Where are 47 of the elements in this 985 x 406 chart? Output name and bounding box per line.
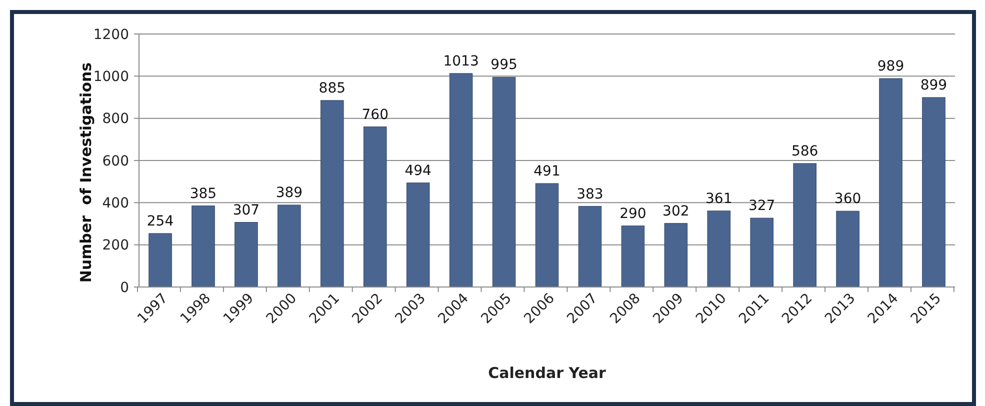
x-axis-title: Calendar Year [488, 364, 606, 382]
data-label: 494 [404, 162, 432, 179]
bar [406, 182, 430, 288]
data-label: 254 [146, 213, 174, 230]
bar [363, 126, 387, 288]
data-label: 760 [362, 106, 388, 123]
data-label: 360 [834, 191, 862, 208]
y-tick-label: 200 [102, 238, 129, 254]
y-tick-label: 800 [102, 111, 129, 128]
bar [621, 226, 645, 288]
data-label: 383 [576, 186, 604, 202]
y-tick-label: 1200 [93, 26, 129, 43]
data-label: 899 [920, 77, 948, 94]
bar [922, 97, 946, 288]
bar [750, 218, 774, 288]
y-tick-label: 600 [102, 153, 129, 170]
data-label: 989 [877, 58, 904, 74]
data-label: 307 [232, 202, 260, 218]
y-tick-label: 400 [102, 196, 129, 212]
bar [148, 233, 172, 288]
data-label: 385 [190, 186, 217, 202]
bar [793, 163, 816, 288]
y-tick-label: 1000 [93, 69, 129, 86]
bar [492, 76, 516, 288]
bar [578, 206, 602, 288]
data-label: 885 [318, 80, 346, 96]
bar [278, 204, 301, 288]
data-label: 1013 [443, 53, 479, 70]
bar [879, 78, 902, 288]
data-label: 302 [662, 203, 690, 220]
data-label: 389 [276, 184, 303, 201]
bar [320, 100, 344, 288]
data-label: 995 [490, 57, 518, 74]
data-label: 290 [620, 206, 646, 222]
y-axis-title: Number of Investigations [77, 62, 95, 283]
bar [836, 210, 860, 288]
bar [192, 206, 215, 288]
data-label: 361 [706, 190, 732, 207]
bar [449, 73, 473, 288]
bar [664, 223, 688, 288]
y-tick-label: 0 [120, 280, 129, 296]
data-label: 491 [534, 163, 560, 180]
data-label: 327 [748, 198, 776, 214]
bar [707, 210, 731, 288]
bar [535, 183, 559, 288]
data-label: 586 [791, 143, 818, 160]
bar [234, 222, 258, 288]
